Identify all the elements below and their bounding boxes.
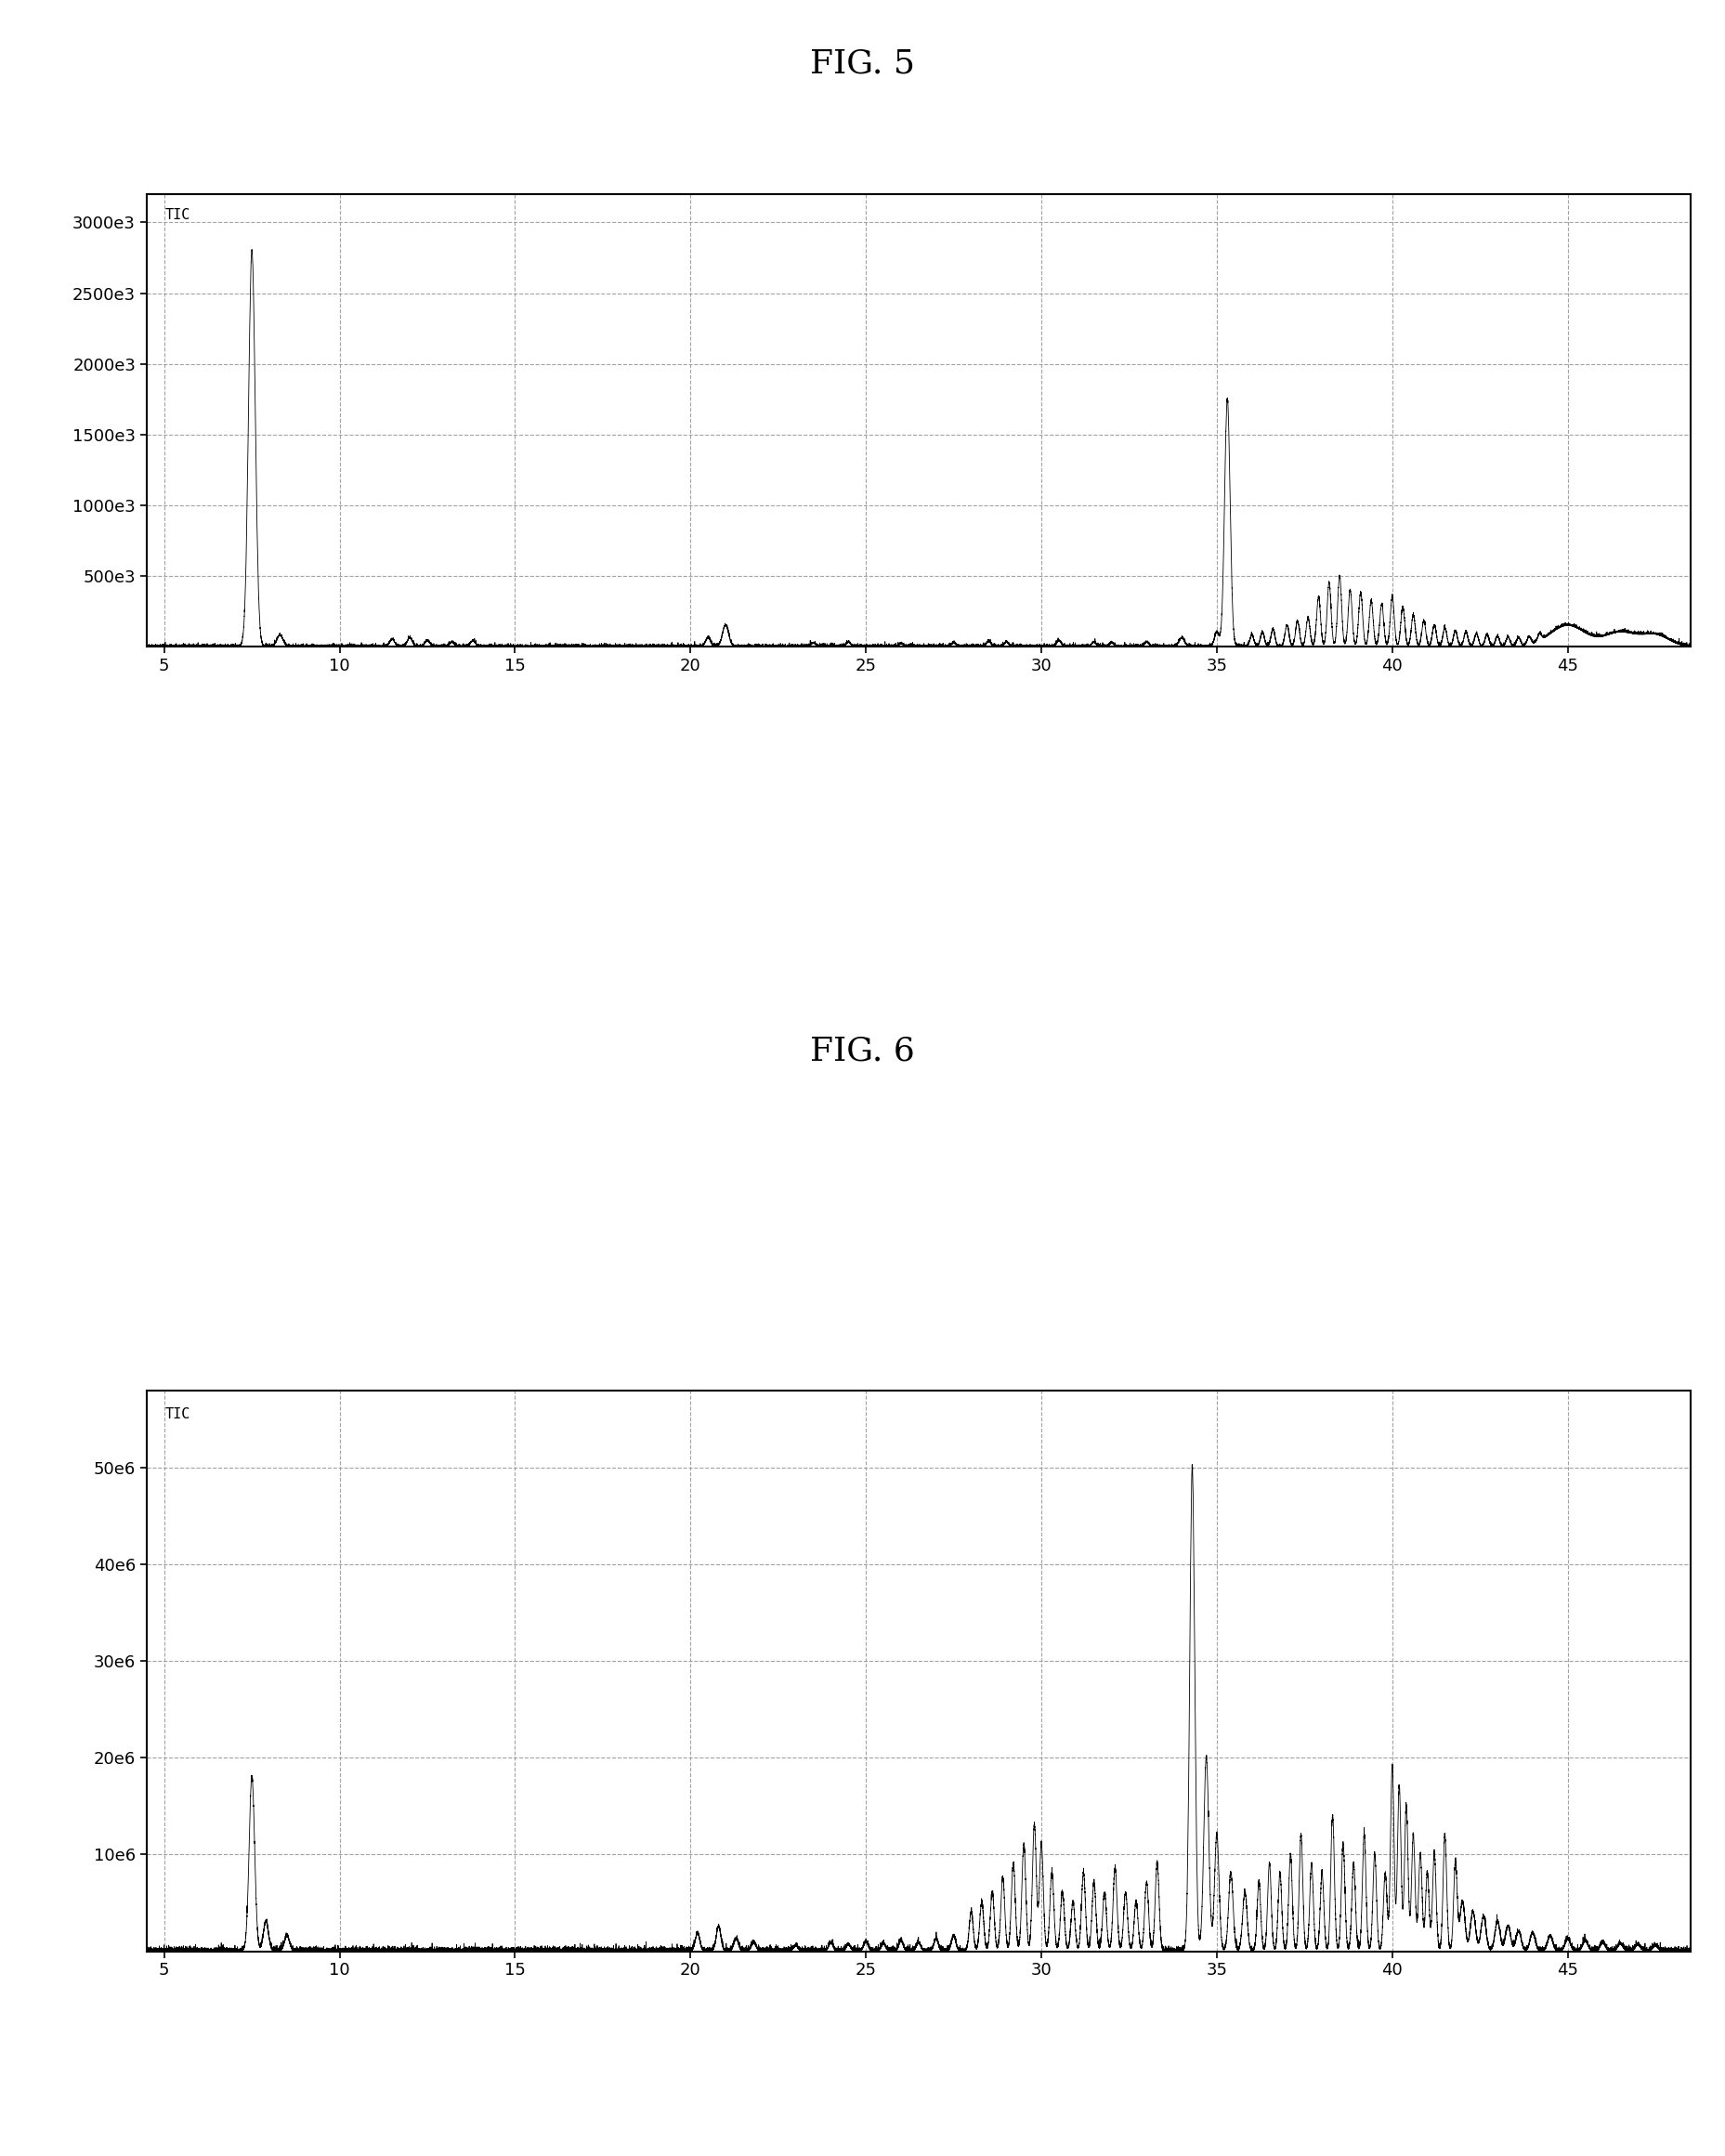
Text: FIG. 5: FIG. 5 — [811, 47, 914, 80]
Text: FIG. 6: FIG. 6 — [811, 1035, 914, 1067]
Text: TIC: TIC — [166, 1408, 190, 1421]
Text: TIC: TIC — [166, 207, 190, 222]
